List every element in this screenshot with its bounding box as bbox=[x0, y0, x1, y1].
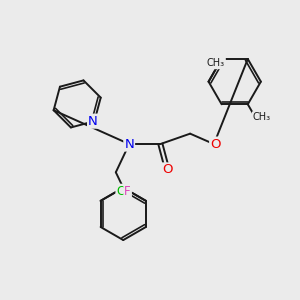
Text: CH₃: CH₃ bbox=[253, 112, 271, 122]
Text: O: O bbox=[210, 138, 220, 151]
Text: N: N bbox=[124, 138, 134, 151]
Text: N: N bbox=[88, 115, 98, 128]
Text: CH₃: CH₃ bbox=[207, 58, 225, 68]
Text: Cl: Cl bbox=[116, 185, 128, 198]
Text: F: F bbox=[124, 185, 131, 198]
Text: O: O bbox=[163, 164, 173, 176]
